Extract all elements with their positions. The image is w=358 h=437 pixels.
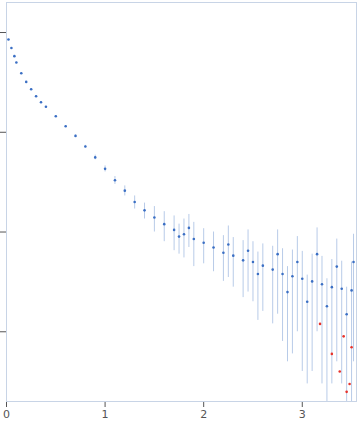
svg-text:0: 0	[3, 408, 10, 421]
svg-text:1: 1	[102, 408, 109, 421]
svg-text:3: 3	[299, 408, 306, 421]
svg-text:2: 2	[200, 408, 207, 421]
